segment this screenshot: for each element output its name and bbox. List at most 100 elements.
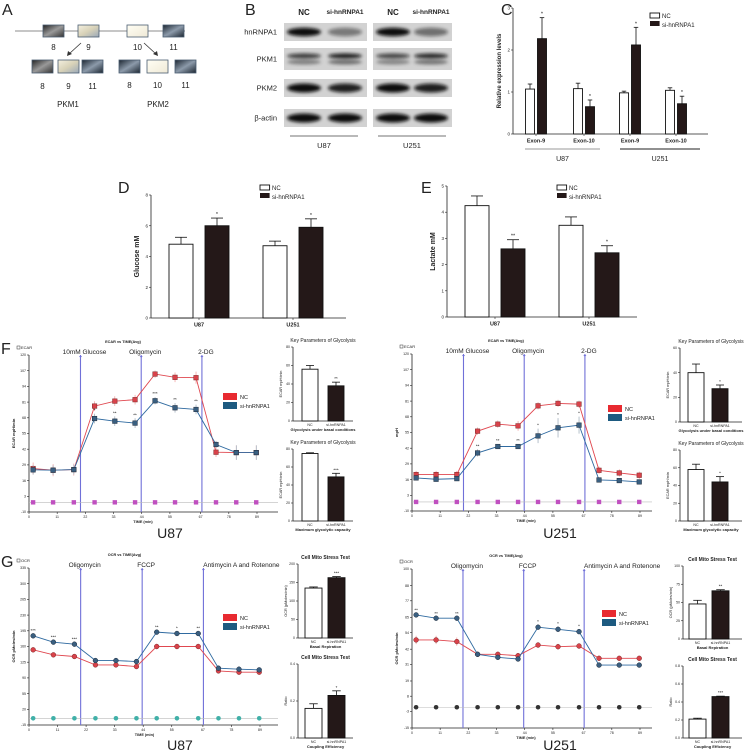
bar-nc (687, 372, 705, 423)
cell-line-label: U87 (317, 141, 331, 150)
protein-band (328, 83, 362, 93)
data-point (576, 401, 582, 407)
data-point (616, 478, 622, 484)
y-tick-label: 94 (22, 385, 26, 389)
significance-mark: * (635, 21, 638, 27)
bar-si-hnrnpa1 (204, 225, 230, 319)
bar-nc (304, 707, 323, 739)
x-tick-label: 44 (141, 728, 145, 732)
small-chart-title: Key Parameters of Glycolysis (290, 440, 356, 446)
bar-nc (464, 205, 490, 318)
injection-marker-icon (461, 570, 465, 572)
panel-label: B (245, 2, 256, 19)
data-point (154, 629, 160, 635)
y-tick-label: -10 (21, 510, 26, 514)
data-point (193, 375, 199, 381)
blot-strip (373, 109, 452, 127)
x-category-label: si-hnRNPA1 (710, 523, 730, 527)
y-tick-label: 90 (22, 676, 26, 680)
baseline-marker (113, 715, 119, 721)
baseline-marker (30, 500, 36, 505)
y-tick-label: 16 (405, 478, 409, 482)
small-chart-title: Cell Mito Stress Test (688, 557, 737, 563)
y-tick-label: 100 (674, 564, 680, 568)
y-tick-label: 60 (673, 346, 677, 350)
x-category-label: si-hnRNPA1 (327, 740, 347, 744)
protein-band (328, 59, 362, 65)
series-line-si-hnrnpa1 (416, 614, 640, 666)
injection-marker-icon (522, 570, 526, 572)
data-point (475, 428, 481, 434)
injection-marker-icon (582, 570, 586, 572)
protein-band (414, 59, 448, 65)
y-tick-label: 0 (288, 519, 290, 523)
protein-band (414, 27, 448, 37)
lane-label: NC (387, 8, 399, 17)
data-point (132, 397, 138, 403)
y-tick-label: 80 (286, 345, 290, 349)
injection-marker-icon (140, 569, 144, 571)
y-tick-label: 0.2 (290, 699, 295, 703)
data-point (515, 423, 521, 429)
significance-mark: ** (511, 234, 516, 240)
data-point (555, 400, 561, 406)
cell-line-label: U87 (167, 737, 193, 753)
small-chart-title: Cell Mito Stress Test (301, 655, 350, 661)
key-parameter-bar-chart: Key Parameters of Glycolysis 0 20 40 60 80 ECA… (279, 338, 356, 432)
legend-swatch-si (223, 623, 237, 630)
y-tick-label: 0.2 (675, 718, 680, 722)
injection-marker-icon (522, 355, 526, 357)
exon-number: 11 (88, 82, 97, 91)
significance-mark: * (94, 408, 96, 413)
injection-marker-icon (78, 356, 82, 358)
significance-mark: * (719, 379, 721, 384)
data-point (616, 470, 622, 476)
legend-label: NC (662, 14, 671, 20)
x-axis-label: TIME (min) (133, 520, 153, 524)
group-label: U87 (556, 156, 569, 163)
y-tick-label: 94 (405, 384, 409, 388)
y-tick-label: 2 (145, 285, 148, 290)
bar-si-hnrnpa1 (631, 44, 641, 135)
x-tick-label: 33 (113, 728, 117, 732)
x-tick-label: 55 (168, 515, 172, 519)
series-line-si-hnrnpa1 (33, 400, 257, 471)
series-line-si-hnrnpa1 (416, 424, 640, 483)
y-tick-label: 107 (403, 368, 409, 372)
significance-mark: * (578, 624, 580, 629)
panel-c-bar-chart: C 0 1 2 3 Relative expression levels * Exon-9 * E… (497, 2, 708, 163)
data-point (454, 638, 460, 645)
baseline-marker (236, 715, 242, 721)
data-point (636, 655, 642, 661)
baseline-marker (475, 499, 480, 505)
data-point (152, 398, 158, 404)
series-line-nc (33, 373, 257, 471)
x-tick-label: 22 (83, 515, 87, 519)
data-point (233, 450, 239, 456)
protein-label: hnRNPA1 (244, 28, 277, 37)
key-parameter-bar-chart: Cell Mito Stress Test 0.0 0.2 0.4 Ratio NC * si… (284, 655, 353, 749)
x-tick-label: 89 (638, 731, 642, 735)
y-axis-label: Relative expression levels (497, 33, 503, 108)
legend-label: si-hnRNPA1 (625, 416, 655, 422)
data-point (555, 644, 561, 650)
arrowhead-icon (153, 51, 158, 56)
key-parameter-bar-chart: Cell Mito Stress Test 0 50 100 150 200 OCR (pM… (284, 555, 353, 649)
cell-line-label: U251 (403, 141, 421, 150)
y-tick-label: 300 (20, 582, 26, 586)
panel-b-western-blot: B NC si-hnRNPA1 NC si-hnRNPA1 hnRNPA1 PKM1 PKM2… (244, 2, 452, 150)
measurement-label: OCR (404, 559, 413, 564)
y-tick-label: 0 (441, 315, 444, 320)
bar-si-hnrnpa1 (711, 388, 729, 423)
legend-swatch-si (602, 619, 616, 626)
data-point (213, 441, 219, 448)
y-axis-label: ECAR mpH/min (279, 371, 283, 398)
x-tick-label: 11 (55, 515, 59, 519)
bar-nc (687, 469, 705, 522)
x-category-label: U87 (490, 322, 500, 328)
panel-a-exon-diagram: A 8 9 10 11 8 9 11 8 10 11 PKM1 PKM2 (2, 2, 197, 109)
y-tick-label: 3 (507, 6, 510, 11)
pkm2-exon-box (118, 59, 141, 74)
y-tick-label: 0 (145, 316, 148, 321)
x-tick-label: 55 (170, 728, 174, 732)
